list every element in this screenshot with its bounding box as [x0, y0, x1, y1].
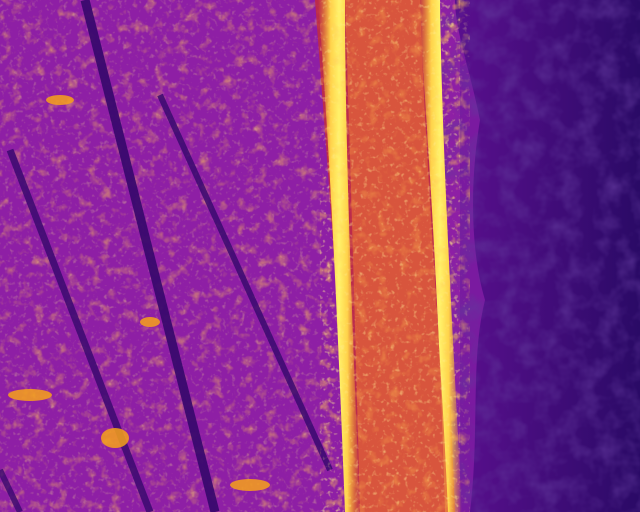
furrow-2	[6, 148, 154, 512]
vegetation-texture	[440, 0, 640, 512]
track-hot-texture	[320, 0, 460, 512]
furrow-1	[80, 0, 220, 512]
furrow-4	[0, 468, 23, 512]
furrow-3	[157, 93, 333, 472]
hotspots	[8, 95, 270, 491]
